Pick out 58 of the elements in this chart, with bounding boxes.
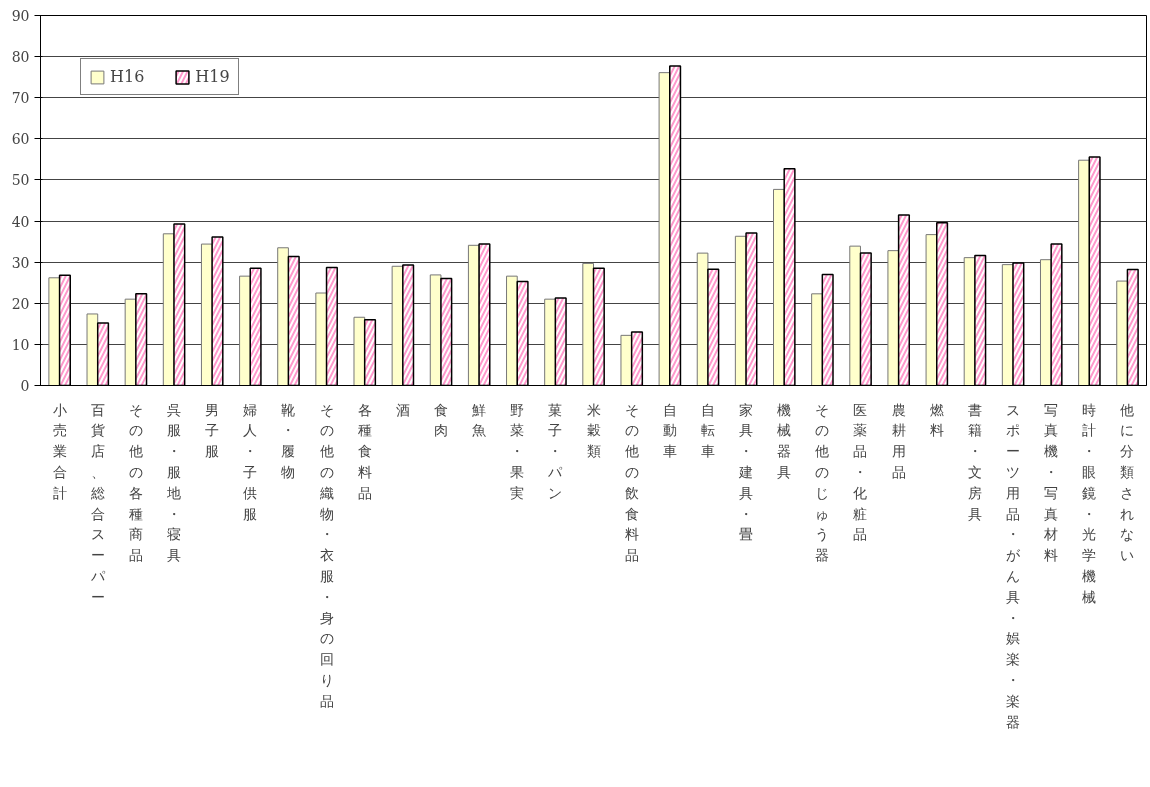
- bar: [48, 277, 61, 386]
- x-tick-label: その他の飲食料品: [624, 401, 639, 564]
- bar: [353, 316, 366, 386]
- x-tick-label: 自転車: [700, 401, 715, 460]
- bar: [658, 72, 671, 386]
- y-tick-label: 30: [11, 254, 30, 271]
- y-tick-label: 50: [11, 172, 30, 189]
- x-tick-label: その他の各種商品: [128, 401, 143, 564]
- x-tick-label: 書籍・文房具: [967, 401, 982, 522]
- x-tick-label: 呉服・服地・寝具: [165, 401, 181, 564]
- y-tick-label: 60: [11, 131, 30, 148]
- y-tick-label: 20: [11, 295, 30, 312]
- x-tick-label: 酒: [395, 401, 410, 418]
- y-tick-label: 80: [11, 49, 30, 66]
- bar: [277, 247, 289, 386]
- y-tick-label: 0: [20, 378, 30, 394]
- bar: [849, 245, 861, 386]
- category-label: スポーツ用品・がん具・娯楽・楽器: [1006, 401, 1021, 730]
- x-tick-label: 自動車: [662, 401, 677, 460]
- bar: [544, 298, 556, 386]
- x-tick-label: 他に分類されない: [1120, 401, 1135, 564]
- legend-label: H16: [110, 67, 145, 86]
- x-tick-label: その他のじゅう器: [815, 401, 830, 564]
- x-tick-label: 家具・建具・畳: [738, 401, 754, 543]
- x-tick-label: 野菜・果実: [510, 401, 525, 501]
- x-tick-label: 菓子・パン: [547, 401, 564, 501]
- x-tick-label: 写真機・写真材料: [1043, 401, 1059, 564]
- bar: [925, 234, 938, 386]
- x-tick-label: 男子服: [205, 401, 220, 460]
- x-tick-label: 機械器具: [777, 401, 792, 480]
- y-tick-label: 40: [11, 213, 30, 230]
- x-tick-label: 靴・履物: [281, 401, 296, 480]
- bar: [86, 313, 99, 386]
- x-tick-label: 農耕用品: [891, 401, 906, 480]
- category-label: その他の織物・衣服・身の回り品: [319, 401, 334, 709]
- x-tick-label: 食肉: [433, 401, 448, 439]
- bar: [811, 293, 823, 386]
- y-tick-label: 70: [11, 90, 30, 107]
- x-tick-label: 鮮魚: [472, 401, 487, 439]
- x-tick-label: 婦人・子供服: [243, 401, 258, 522]
- category-label: 百貨店、総合スーパー: [90, 401, 105, 605]
- bar: [315, 292, 328, 386]
- x-tick-label: 各種食料品: [357, 401, 372, 501]
- legend-label: H19: [195, 67, 230, 86]
- bar: [239, 275, 251, 386]
- bar: [1078, 159, 1090, 386]
- x-tick-label: 燃料: [929, 401, 944, 439]
- bar: [887, 250, 900, 386]
- bar: [391, 265, 404, 386]
- bar: [1116, 280, 1128, 386]
- bar: [620, 334, 633, 386]
- bar: [582, 262, 594, 386]
- category-label: 時計・眼鏡・光学機械: [1082, 401, 1097, 605]
- x-tick-label: 米穀類: [586, 401, 601, 460]
- x-tick-label: 医薬品・化粧品: [853, 401, 868, 543]
- y-tick-label: 10: [11, 336, 30, 353]
- x-tick-label: 小売業合計: [52, 401, 67, 501]
- y-tick-label: 90: [11, 8, 30, 24]
